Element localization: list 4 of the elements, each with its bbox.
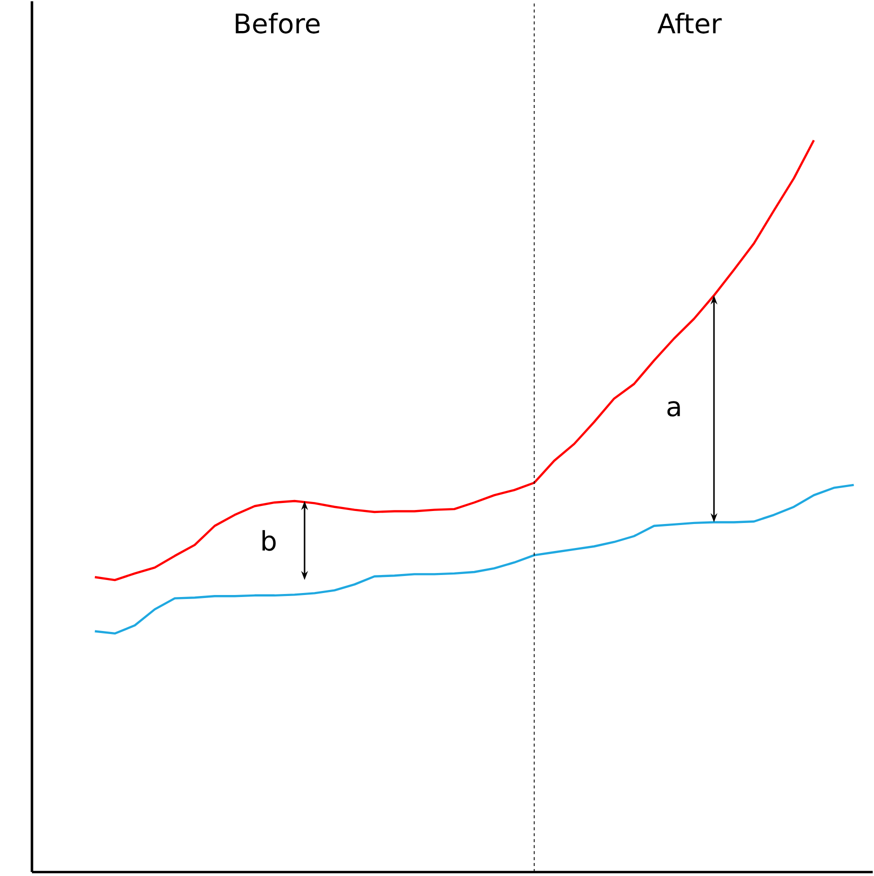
annotation: a: [667, 401, 680, 417]
annotation: b: [262, 530, 276, 551]
text: After: [657, 12, 722, 34]
text: Before: [236, 12, 320, 34]
